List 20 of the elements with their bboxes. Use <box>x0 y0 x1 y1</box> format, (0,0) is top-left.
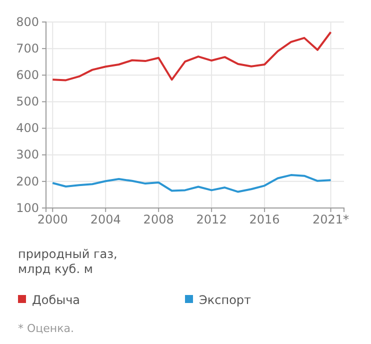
y-tick-label: 100 <box>16 200 39 215</box>
line-series <box>52 31 332 82</box>
y-tick-label: 500 <box>16 94 39 109</box>
y-tick-label: 200 <box>16 174 39 188</box>
x-tick-label: 2016 <box>249 212 280 227</box>
x-tick-label: 2012 <box>196 212 227 227</box>
y-tick-label: 700 <box>16 41 39 56</box>
line-series <box>52 174 332 193</box>
y-tick-label: 300 <box>16 148 39 162</box>
y-tick-label: 400 <box>16 121 39 136</box>
y-tick-label: 600 <box>16 68 39 82</box>
x-tick-label: 2000 <box>37 212 68 227</box>
legend-label: Добыча <box>32 293 80 307</box>
x-tick-label: 2021* <box>312 212 350 227</box>
legend-label: Экспорт <box>199 293 252 307</box>
text: * Оценка. <box>18 322 74 335</box>
x-tick-label: 2008 <box>143 212 174 227</box>
y-axis-title: природный газ, млрд куб. м <box>18 247 118 276</box>
y-tick-label: 800 <box>16 14 39 29</box>
x-tick-label: 2004 <box>90 212 121 227</box>
